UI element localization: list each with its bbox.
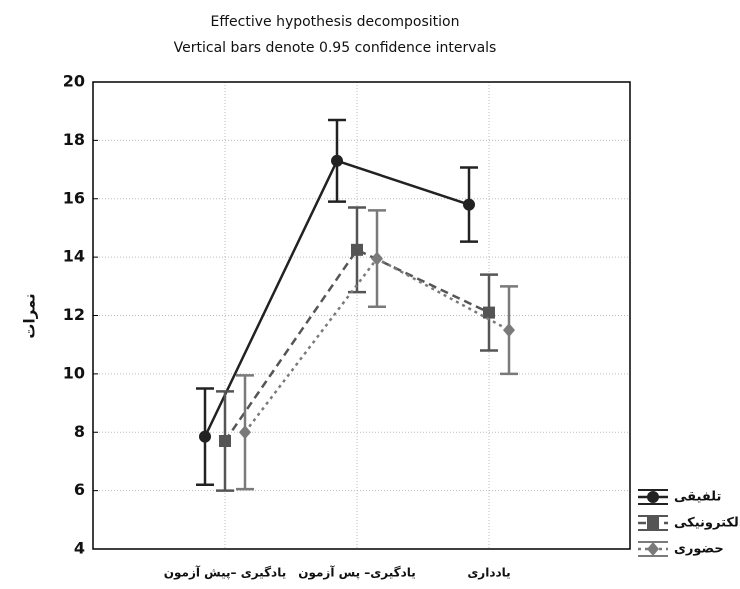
data-point bbox=[371, 251, 383, 266]
y-tick-label: 10 bbox=[63, 363, 85, 382]
y-tick-label: 12 bbox=[63, 305, 85, 324]
legend-marker bbox=[647, 542, 659, 556]
x-tick-label: یادگیری– پس آزمون bbox=[298, 565, 416, 581]
data-point bbox=[351, 243, 363, 256]
chart-subtitle: Vertical bars denote 0.95 confidence int… bbox=[174, 40, 497, 56]
chart-title: Effective hypothesis decomposition bbox=[211, 14, 460, 30]
y-tick-label: 16 bbox=[63, 188, 85, 207]
x-tick-label: یادگیری –پیش آزمون bbox=[164, 565, 286, 581]
y-axis-label: نمرات bbox=[21, 293, 39, 338]
data-point bbox=[503, 323, 515, 338]
y-tick-label: 14 bbox=[63, 247, 85, 266]
y-tick-label: 8 bbox=[74, 422, 85, 441]
legend-marker bbox=[647, 491, 659, 503]
x-tick-label: یادداری bbox=[467, 566, 510, 580]
data-point bbox=[239, 425, 251, 440]
y-tick-label: 18 bbox=[63, 130, 85, 149]
y-tick-label: 4 bbox=[74, 539, 85, 558]
data-point bbox=[331, 154, 343, 167]
y-tick-label: 20 bbox=[63, 72, 85, 91]
legend-label: تلفیقی bbox=[674, 490, 721, 505]
data-point bbox=[463, 198, 475, 211]
data-point bbox=[199, 430, 211, 443]
plot-frame bbox=[92, 81, 631, 550]
legend-label: حضوری bbox=[674, 542, 724, 557]
y-tick-label: 6 bbox=[74, 480, 85, 499]
legend-label: الکترونیکی bbox=[674, 516, 740, 531]
series-line bbox=[223, 248, 490, 442]
legend-marker bbox=[647, 517, 659, 529]
data-point bbox=[219, 435, 231, 448]
data-point bbox=[483, 306, 495, 319]
